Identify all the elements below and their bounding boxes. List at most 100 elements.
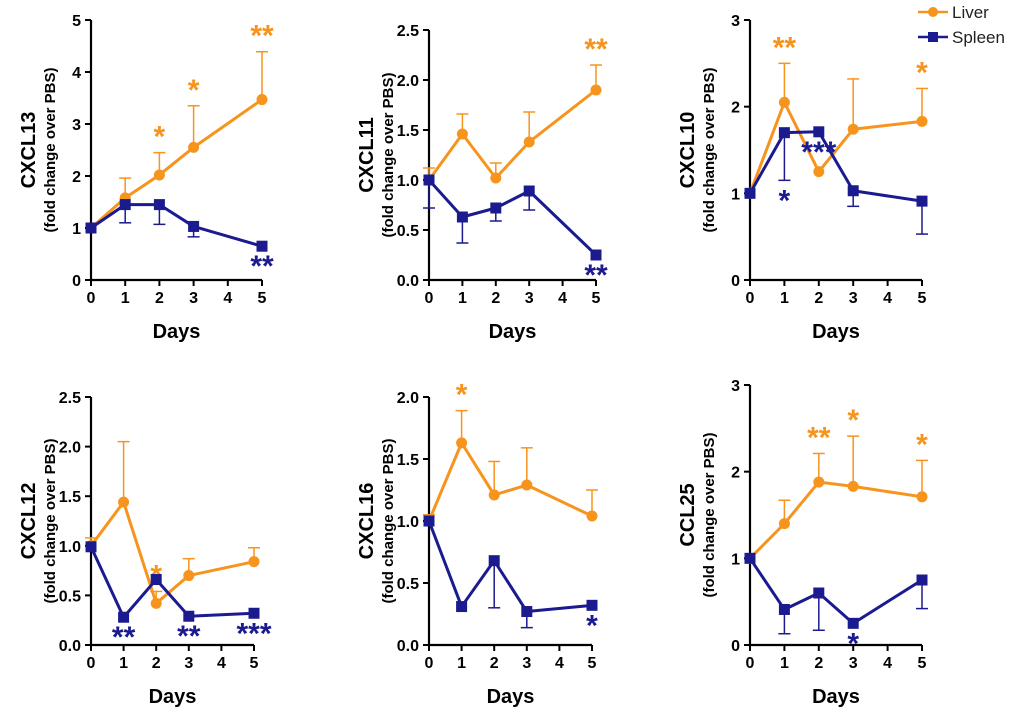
x-tick-label: 1 [458,290,467,307]
series-line [748,480,923,560]
legend-liver-marker [918,7,948,17]
x-tick-label: 0 [746,655,755,672]
significance-marker: * [586,609,598,642]
data-point [586,599,598,611]
data-point [423,174,435,186]
series-liver: * [423,379,598,527]
legend-liver-label: Liver [952,3,989,22]
y-tick-label: 2.5 [59,390,81,407]
series-line [748,557,923,625]
x-tick-label: 0 [425,290,434,307]
chart-panel-cxcl10: 0 1 2 3 0 1 2 3 4 5 Days CXCL10 (fold change over PB… [677,13,928,343]
data-point [248,556,260,568]
y-tick-label: 2.0 [397,73,419,90]
significance-marker: * [847,627,859,660]
legend-item-spleen: Spleen [916,27,1024,49]
data-point [85,222,97,234]
y-tick-label: 1.5 [59,489,81,506]
significance-marker: * [779,184,791,217]
series-liver: ** [423,33,608,186]
x-tick-label: 2 [155,290,164,307]
series-liver: *** [744,31,928,199]
series-liver: * [85,440,260,609]
x-tick-label: 2 [490,655,499,672]
data-point [488,489,500,501]
x-tick-label: 2 [814,655,823,672]
y-axis-sublabel: (fold change over PBS) [701,67,718,232]
x-axis-label: Days [812,321,860,343]
data-point [847,617,859,629]
series-line [90,203,263,248]
series-spleen: * [744,552,928,660]
x-tick-label: 1 [119,655,128,672]
x-tick-label: 3 [849,290,858,307]
series-line [427,441,593,522]
y-tick-label: 1.5 [397,452,419,469]
significance-marker: ** [807,421,831,454]
significance-marker: * [188,74,200,107]
y-tick-label: 2 [72,169,81,186]
data-point [85,541,97,553]
y-tick-label: 2.0 [397,390,419,407]
x-tick-label: 4 [223,290,232,307]
data-point [847,185,859,197]
y-tick-label: 2 [731,100,740,117]
data-point [590,249,602,261]
series-spleen: ** [85,199,274,283]
data-point [744,187,756,199]
data-point [456,601,468,613]
series-line [89,546,255,619]
x-tick-label: 0 [87,290,96,307]
legend: Liver Spleen [916,0,1024,60]
data-point [916,115,928,127]
data-point [150,574,162,586]
y-tick-label: 1.0 [59,539,81,556]
significance-marker: ** [584,33,608,66]
y-tick-label: 5 [72,13,81,30]
x-tick-label: 5 [258,290,267,307]
series-spleen: * [423,515,598,642]
x-tick-label: 5 [918,290,927,307]
data-point [490,202,502,214]
y-tick-label: 4 [72,65,81,82]
x-tick-label: 1 [780,290,789,307]
significance-marker: * [916,428,928,461]
chart-panel-cxcl12: 0.0 0.5 1.0 1.5 2.0 2.5 0 1 2 3 4 5 Days CXCL12 (fold … [18,390,272,708]
y-tick-label: 0 [72,273,81,290]
x-tick-label: 3 [525,290,534,307]
data-point [490,172,502,184]
data-point [118,611,130,623]
data-point [188,141,200,153]
x-tick-label: 4 [217,655,226,672]
y-tick-label: 1.0 [397,514,419,531]
data-point [248,607,260,619]
series-spleen: **** [744,126,928,235]
significance-marker: ** [584,259,608,292]
chart-panel-ccl25: 0 1 2 3 0 1 2 3 4 5 Days CCL25 (fold change over PBS… [677,378,928,708]
y-tick-label: 0 [731,273,740,290]
data-point [150,597,162,609]
x-axis-label: Days [812,686,860,708]
x-tick-label: 0 [87,655,96,672]
x-tick-label: 4 [883,655,892,672]
x-tick-label: 4 [555,655,564,672]
data-point [183,610,195,622]
data-point [423,515,435,527]
x-tick-label: 2 [152,655,161,672]
x-tick-label: 2 [814,290,823,307]
significance-marker: * [456,379,468,412]
y-axis-label: CXCL12 [18,483,40,560]
series-line [427,178,598,257]
y-tick-label: 3 [72,117,81,134]
chart-panel-cxcl11: 0.0 0.5 1.0 1.5 2.0 2.5 0 1 2 3 4 5 Days CXCL11 (fold … [356,23,608,343]
x-tick-label: 5 [918,655,927,672]
x-tick-label: 3 [849,655,858,672]
data-point [778,96,790,108]
x-tick-label: 1 [780,655,789,672]
y-tick-label: 1.5 [397,123,419,140]
y-tick-label: 1 [731,186,740,203]
chart-panel-cxcl13: 0 1 2 3 4 5 0 1 2 3 4 5 Days CXCL13 (fold change over … [18,13,274,343]
y-axis-sublabel: (fold change over PBS) [701,432,718,597]
data-point [256,94,268,106]
